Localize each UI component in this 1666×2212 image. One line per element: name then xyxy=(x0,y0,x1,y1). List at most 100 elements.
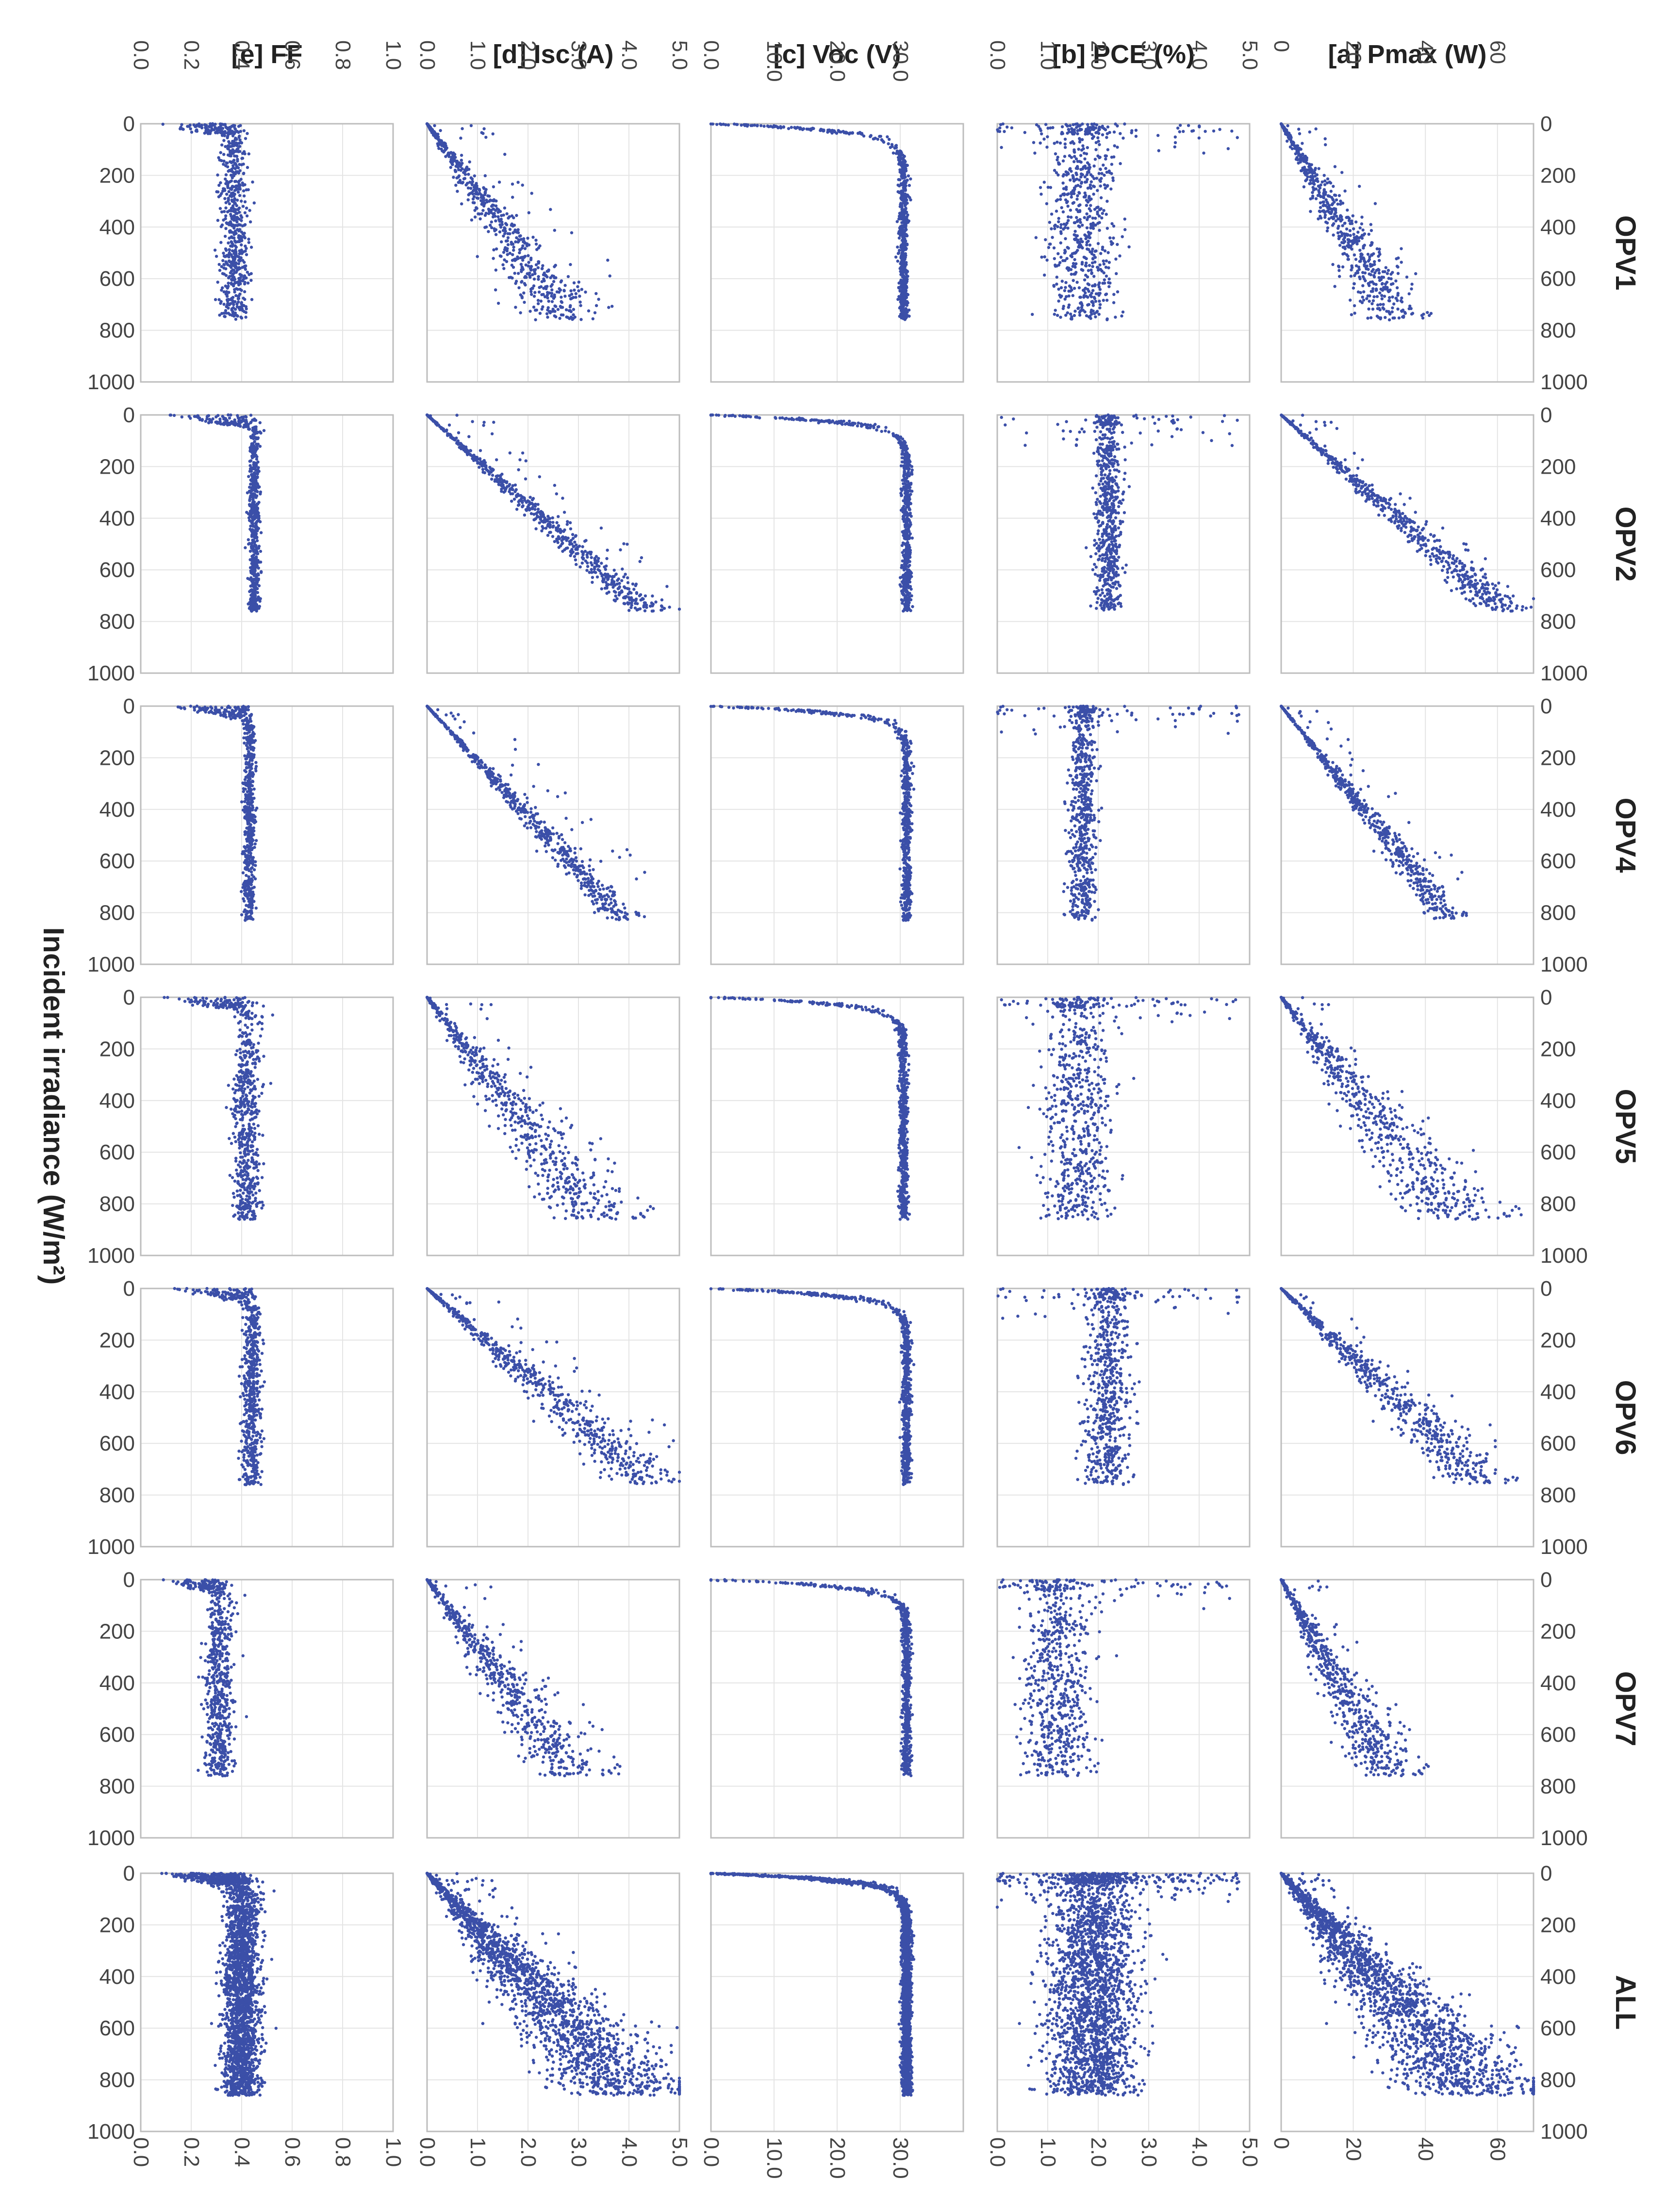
point xyxy=(1051,236,1054,239)
point xyxy=(249,421,252,425)
point xyxy=(1297,150,1300,154)
point xyxy=(222,139,226,142)
point xyxy=(1351,214,1354,217)
point xyxy=(772,124,776,128)
point xyxy=(1386,269,1390,272)
point xyxy=(455,161,459,164)
point xyxy=(1064,170,1068,174)
point xyxy=(218,158,221,162)
point xyxy=(1405,275,1409,279)
point xyxy=(546,514,550,518)
point xyxy=(597,564,601,568)
point xyxy=(543,519,546,523)
point xyxy=(242,297,245,300)
point xyxy=(903,204,907,208)
point xyxy=(1134,129,1138,132)
point xyxy=(1082,165,1086,168)
point xyxy=(523,496,526,500)
point xyxy=(445,428,448,432)
point xyxy=(547,299,550,303)
point xyxy=(569,527,573,530)
point xyxy=(1082,288,1085,292)
point xyxy=(242,171,246,175)
point xyxy=(606,583,610,586)
point xyxy=(1054,152,1057,156)
point xyxy=(899,281,903,285)
point xyxy=(568,294,571,297)
point xyxy=(1089,308,1093,312)
point xyxy=(243,231,246,235)
point xyxy=(221,272,225,275)
point xyxy=(441,142,444,146)
point xyxy=(1316,180,1320,183)
point xyxy=(582,557,585,560)
point xyxy=(241,309,245,312)
point xyxy=(1072,201,1076,204)
point xyxy=(1056,252,1060,255)
point xyxy=(515,494,518,497)
point xyxy=(1389,277,1393,281)
point xyxy=(1377,276,1381,280)
point xyxy=(252,466,255,470)
point xyxy=(434,421,438,424)
point xyxy=(210,127,214,131)
point xyxy=(1073,187,1076,191)
point xyxy=(1083,256,1087,260)
point xyxy=(1392,302,1396,306)
point xyxy=(1063,137,1067,141)
point xyxy=(254,528,257,532)
point xyxy=(475,206,478,210)
point xyxy=(1079,172,1083,176)
point xyxy=(1098,128,1101,131)
point xyxy=(247,241,250,244)
point xyxy=(898,178,902,182)
point xyxy=(1059,255,1063,259)
point xyxy=(442,150,445,154)
point xyxy=(594,555,598,558)
point xyxy=(524,459,528,462)
point xyxy=(586,555,589,559)
point xyxy=(557,515,560,518)
point xyxy=(794,127,798,130)
point xyxy=(844,132,848,135)
point xyxy=(491,132,495,136)
point xyxy=(1045,202,1049,205)
point xyxy=(1044,123,1048,126)
point xyxy=(216,218,220,222)
point xyxy=(1098,292,1102,295)
point xyxy=(253,446,256,450)
point xyxy=(256,468,260,471)
point xyxy=(552,297,556,300)
point xyxy=(1346,208,1349,212)
point xyxy=(1093,158,1097,161)
point xyxy=(897,230,901,233)
point xyxy=(1084,264,1088,268)
point xyxy=(876,137,880,141)
point xyxy=(551,525,555,528)
point xyxy=(467,435,471,438)
point xyxy=(227,241,230,245)
point xyxy=(612,568,616,572)
point xyxy=(560,313,563,317)
point xyxy=(1098,229,1101,232)
point xyxy=(838,130,842,133)
point xyxy=(473,209,477,212)
point xyxy=(224,227,228,231)
point xyxy=(251,592,254,595)
point xyxy=(1114,315,1117,319)
point xyxy=(1103,173,1106,177)
point xyxy=(540,267,544,270)
point xyxy=(1360,301,1364,304)
point xyxy=(1078,137,1081,140)
point xyxy=(545,312,549,315)
point xyxy=(1127,245,1131,248)
point xyxy=(238,194,242,197)
point xyxy=(569,304,572,307)
point xyxy=(560,300,564,304)
column-title-pce: [b] PCE (%) xyxy=(1052,40,1195,69)
point xyxy=(1102,259,1105,263)
point xyxy=(259,531,263,534)
point xyxy=(1386,272,1389,275)
point xyxy=(1360,222,1364,226)
point xyxy=(1380,282,1384,286)
